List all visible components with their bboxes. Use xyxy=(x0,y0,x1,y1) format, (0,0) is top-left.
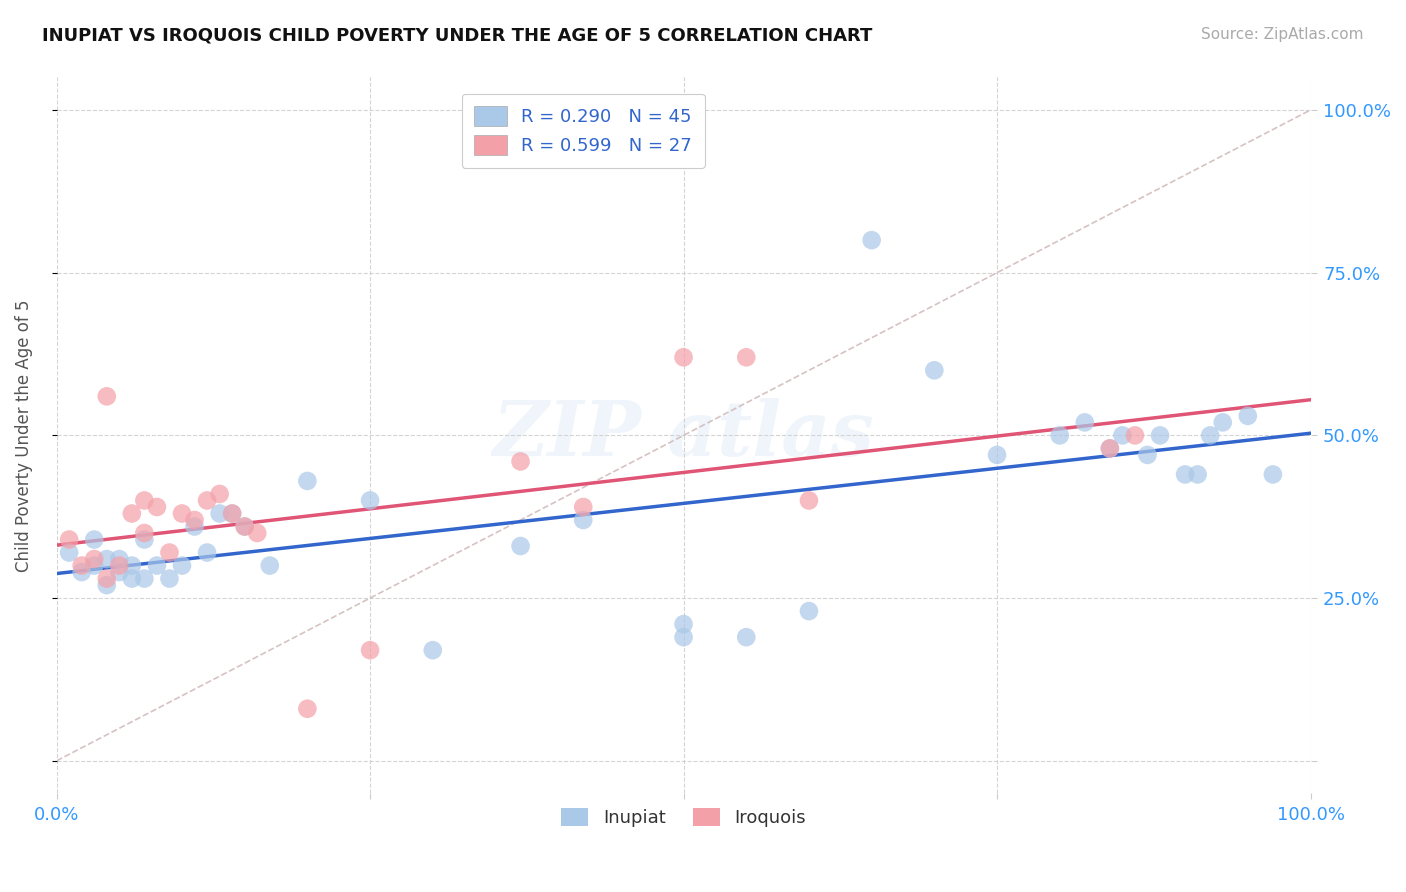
Point xyxy=(509,539,531,553)
Legend: Inupiat, Iroquois: Inupiat, Iroquois xyxy=(554,801,813,834)
Point xyxy=(121,558,143,573)
Point xyxy=(134,493,156,508)
Point xyxy=(359,493,381,508)
Point xyxy=(134,526,156,541)
Point xyxy=(735,630,758,644)
Point xyxy=(170,507,193,521)
Point xyxy=(572,513,595,527)
Point xyxy=(134,572,156,586)
Point xyxy=(1136,448,1159,462)
Point xyxy=(121,507,143,521)
Point xyxy=(58,533,80,547)
Point xyxy=(183,513,205,527)
Point xyxy=(986,448,1008,462)
Point xyxy=(297,474,319,488)
Text: INUPIAT VS IROQUOIS CHILD POVERTY UNDER THE AGE OF 5 CORRELATION CHART: INUPIAT VS IROQUOIS CHILD POVERTY UNDER … xyxy=(42,27,873,45)
Point xyxy=(1174,467,1197,482)
Point xyxy=(797,604,820,618)
Point xyxy=(170,558,193,573)
Point xyxy=(58,545,80,559)
Point xyxy=(1098,442,1121,456)
Point xyxy=(83,558,105,573)
Point xyxy=(1187,467,1209,482)
Point xyxy=(108,565,131,579)
Text: ZIP atlas: ZIP atlas xyxy=(492,399,875,473)
Point xyxy=(1199,428,1222,442)
Point xyxy=(1123,428,1146,442)
Point xyxy=(233,519,256,533)
Point xyxy=(1074,416,1097,430)
Point xyxy=(259,558,281,573)
Point xyxy=(146,500,169,514)
Point xyxy=(195,493,218,508)
Point xyxy=(672,617,695,632)
Point xyxy=(96,552,118,566)
Point xyxy=(159,545,181,559)
Point xyxy=(121,572,143,586)
Point xyxy=(70,565,93,579)
Y-axis label: Child Poverty Under the Age of 5: Child Poverty Under the Age of 5 xyxy=(15,299,32,572)
Point xyxy=(924,363,946,377)
Point xyxy=(96,578,118,592)
Point xyxy=(359,643,381,657)
Point xyxy=(208,487,231,501)
Point xyxy=(672,630,695,644)
Point xyxy=(1111,428,1133,442)
Point xyxy=(108,552,131,566)
Point xyxy=(183,519,205,533)
Point xyxy=(1049,428,1071,442)
Text: Source: ZipAtlas.com: Source: ZipAtlas.com xyxy=(1201,27,1364,42)
Point xyxy=(1098,442,1121,456)
Point xyxy=(221,507,243,521)
Point xyxy=(672,351,695,365)
Point xyxy=(797,493,820,508)
Point xyxy=(860,233,883,247)
Point xyxy=(297,702,319,716)
Point xyxy=(96,572,118,586)
Point xyxy=(208,507,231,521)
Point xyxy=(108,558,131,573)
Point xyxy=(509,454,531,468)
Point xyxy=(70,558,93,573)
Point xyxy=(195,545,218,559)
Point xyxy=(1261,467,1284,482)
Point xyxy=(1212,416,1234,430)
Point xyxy=(146,558,169,573)
Point xyxy=(134,533,156,547)
Point xyxy=(83,533,105,547)
Point xyxy=(233,519,256,533)
Point xyxy=(422,643,444,657)
Point xyxy=(246,526,269,541)
Point xyxy=(96,389,118,403)
Point xyxy=(735,351,758,365)
Point xyxy=(83,552,105,566)
Point xyxy=(159,572,181,586)
Point xyxy=(221,507,243,521)
Point xyxy=(1236,409,1258,423)
Point xyxy=(572,500,595,514)
Point xyxy=(1149,428,1171,442)
